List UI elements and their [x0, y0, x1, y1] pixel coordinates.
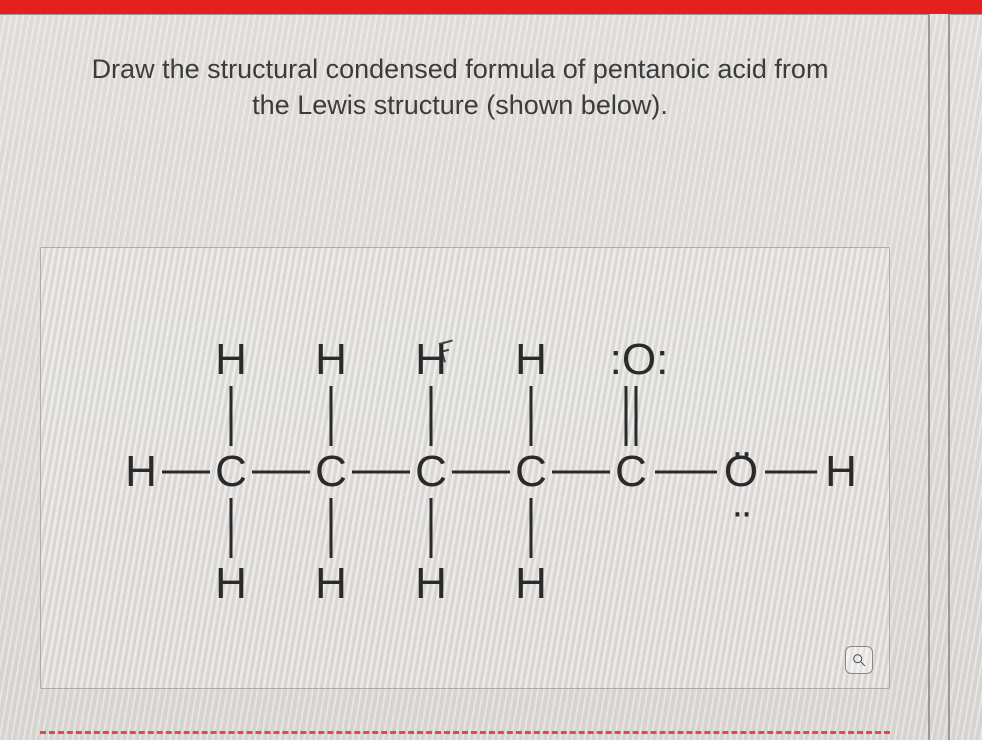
lonepair-o-single-lp-top: ..: [732, 422, 750, 467]
bond-c1-hbot: [230, 498, 233, 558]
atom-h-c2-bot: H: [315, 559, 347, 609]
bond-c4-hbot: [530, 498, 533, 558]
bond-c1-htop: [230, 386, 233, 446]
atom-h-c4-top: H: [515, 335, 547, 385]
bond-c3-hbot: [430, 498, 433, 558]
question-text: Draw the structural condensed formula of…: [10, 51, 910, 124]
lewis-structure-box: HCCCCCOHHHHHHHHH:O:....: [40, 247, 890, 689]
bond-c5-o-double-b: [635, 386, 638, 446]
bond-c2-htop: [330, 386, 333, 446]
question-line-1: Draw the structural condensed formula of…: [10, 51, 910, 87]
bond-c1-c2: [252, 471, 310, 474]
magnifier-icon: [851, 652, 867, 668]
main-panel: Draw the structural condensed formula of…: [0, 14, 930, 740]
atom-c4: C: [515, 447, 547, 497]
bond-c5-o: [655, 471, 717, 474]
atom-h-c3-top: H: [415, 335, 447, 385]
atom-c1: C: [215, 447, 247, 497]
bond-c2-hbot: [330, 498, 333, 558]
bond-o-h: [765, 471, 817, 474]
lewis-structure: HCCCCCOHHHHHHHHH:O:....: [41, 248, 889, 688]
atom-h-c2-top: H: [315, 335, 347, 385]
zoom-button[interactable]: [845, 646, 873, 674]
answer-box-top-border: [40, 731, 890, 734]
bond-c4-htop: [530, 386, 533, 446]
atom-h-c1-bot: H: [215, 559, 247, 609]
bond-c2-c3: [352, 471, 410, 474]
bond-h-c1: [162, 471, 210, 474]
atom-h-c4-bot: H: [515, 559, 547, 609]
atom-o-double: :O:: [610, 335, 669, 385]
atom-h-right: H: [825, 447, 857, 497]
atom-c5: C: [615, 447, 647, 497]
atom-h-c1-top: H: [215, 335, 247, 385]
bond-c3-htop: [430, 386, 433, 446]
atom-h-left: H: [125, 447, 157, 497]
accent-bar: [0, 0, 982, 14]
bond-c4-c5: [552, 471, 610, 474]
atom-c3: C: [415, 447, 447, 497]
atom-c2: C: [315, 447, 347, 497]
bond-c5-o-double-a: [625, 386, 628, 446]
lonepair-o-single-lp-bot: ..: [732, 482, 750, 527]
atom-h-c3-bot: H: [415, 559, 447, 609]
bond-c3-c4: [452, 471, 510, 474]
side-panel: [948, 14, 982, 740]
question-line-2: the Lewis structure (shown below).: [10, 87, 910, 123]
